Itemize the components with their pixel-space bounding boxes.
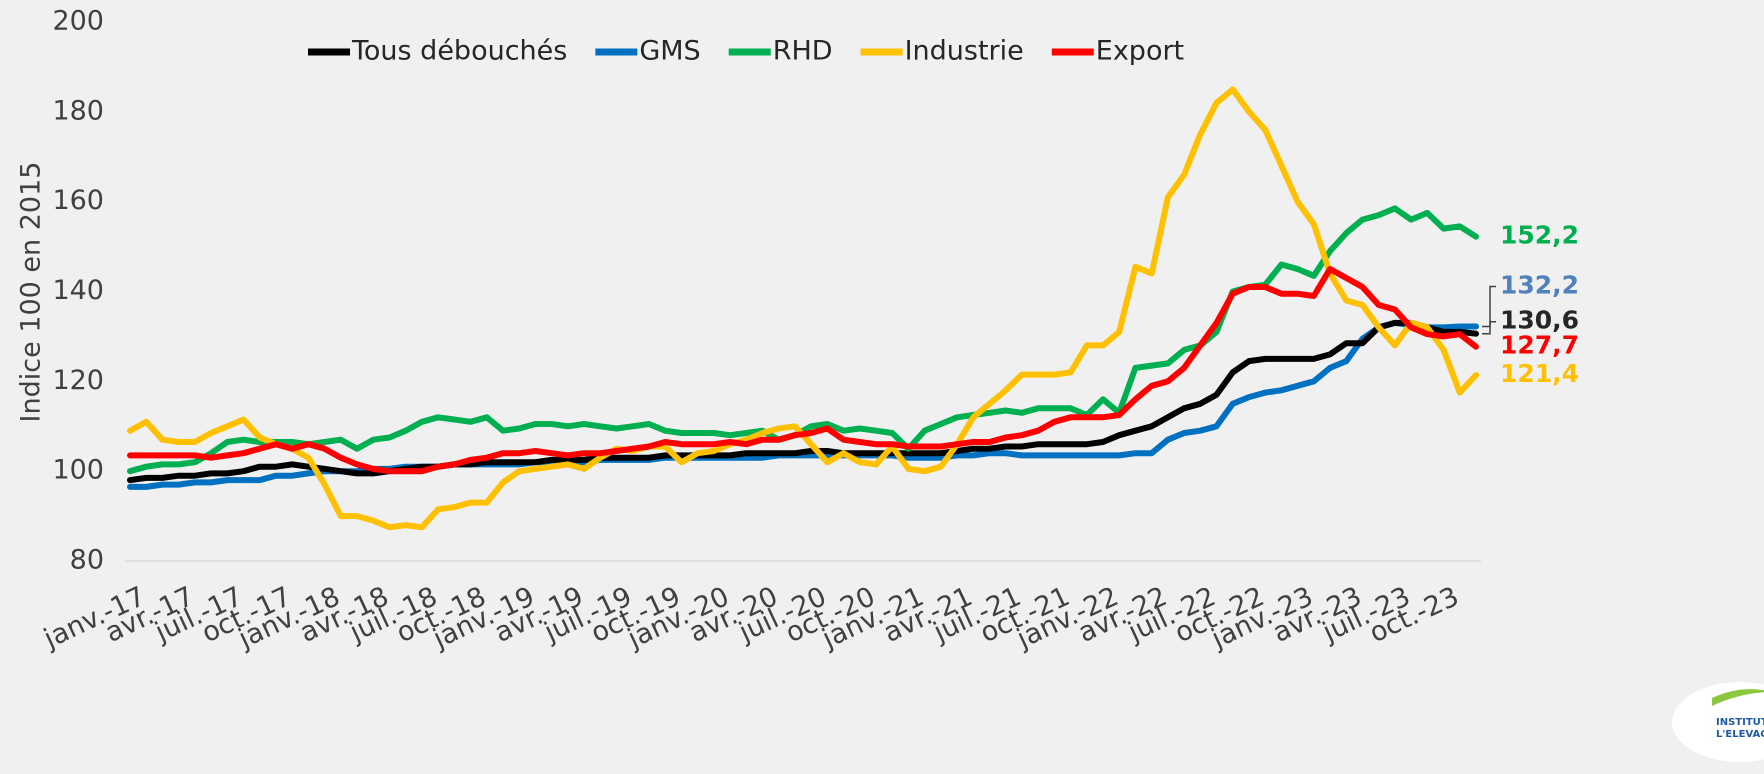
legend-label: Tous débouchés <box>351 36 567 67</box>
legend-label: Export <box>1096 36 1184 67</box>
logo-text: L'ELEVAGE <box>1716 729 1764 740</box>
data-label: 130,6 <box>1500 306 1579 335</box>
legend-label: GMS <box>639 36 700 67</box>
series-line <box>127 266 1479 475</box>
data-label: 132,2 <box>1500 271 1579 300</box>
legend-label: RHD <box>773 36 833 67</box>
data-label: 121,4 <box>1500 359 1579 388</box>
y-tick-label: 120 <box>52 365 104 396</box>
logo-badge <box>1672 682 1764 762</box>
y-tick-label: 180 <box>52 95 104 126</box>
y-tick-label: 140 <box>52 275 104 306</box>
y-tick-label: 160 <box>52 185 104 216</box>
series-line <box>127 319 1479 484</box>
logo-leaf <box>1712 689 1764 706</box>
data-label: 127,7 <box>1500 331 1579 360</box>
logo: INSTITUT DE L'ELEVAGE <box>1672 682 1764 762</box>
legend-label: Industrie <box>905 36 1024 67</box>
logo-text: INSTITUT DE <box>1716 717 1764 728</box>
y-tick-label: 100 <box>52 455 104 486</box>
leader-line <box>1482 320 1496 335</box>
leader-line <box>1482 285 1496 328</box>
y-axis-label: Indice 100 en 2015 <box>16 162 47 423</box>
y-tick-label: 80 <box>70 545 104 576</box>
y-tick-label: 200 <box>52 6 104 37</box>
data-label: 152,2 <box>1500 221 1579 250</box>
